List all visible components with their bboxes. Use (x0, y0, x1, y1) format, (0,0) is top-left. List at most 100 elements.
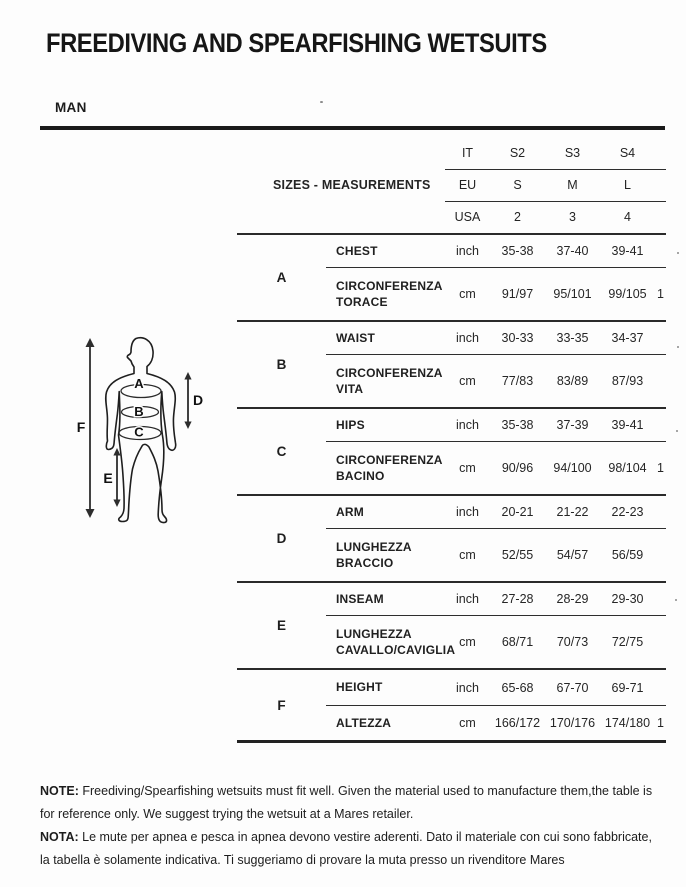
value-cell: 95/101 (545, 267, 600, 320)
section-label-man: MAN (55, 100, 87, 115)
value-cell: 77/83 (490, 354, 545, 407)
measurement-label-it: ALTEZZA (326, 705, 445, 740)
measurement-label-en: HEIGHT (336, 680, 383, 695)
table-header: SIZES - MEASUREMENTS IT S2 S3 S4 EU S M … (237, 137, 666, 233)
unit-label: cm (445, 267, 490, 320)
unit-label: inch (456, 418, 479, 432)
value-cell: 37-40 (556, 244, 589, 258)
note-it-prefix: NOTA: (40, 830, 79, 844)
note-it-body: Le mute per apnea e pesca in apnea devon… (40, 830, 652, 867)
hips-ellipse (118, 425, 162, 441)
value-cell: 28-29 (556, 592, 589, 606)
figure-label-inseam: E (103, 470, 112, 486)
height-arrowhead-bottom (85, 509, 95, 518)
value-cell: 170/176 (545, 705, 600, 740)
note-en-prefix: NOTE: (40, 784, 79, 798)
size-cell: S2 (509, 146, 526, 160)
measurement-label-it: CIRCONFERENZA TORACE (326, 267, 445, 320)
region-label: USA (454, 210, 481, 224)
clipped-value-cell (655, 322, 666, 354)
size-cell: S (513, 178, 522, 192)
unit-label: inch (456, 505, 479, 519)
size-header-row-usa: USA 2 3 4 (445, 201, 666, 233)
table-bottom-rule (237, 740, 666, 743)
unit-label: inch (456, 680, 479, 695)
value-cell: 174/180 (600, 705, 655, 740)
row-letter: C (276, 444, 287, 459)
clipped-value-cell (655, 670, 666, 705)
value-cell: 72/75 (600, 615, 655, 668)
value-cell: 91/97 (490, 267, 545, 320)
scan-speck (320, 101, 323, 103)
arm-arrowhead-bottom (184, 421, 192, 429)
measurement-label-en: CHEST (336, 243, 378, 258)
size-cell-clipped (655, 137, 666, 169)
row-letter: B (276, 357, 287, 372)
clipped-value-cell (655, 528, 666, 581)
size-cell-clipped (655, 201, 666, 233)
scan-speck (677, 252, 679, 254)
body-measurement-figure: A B C D E F (70, 333, 210, 533)
scan-speck (675, 599, 677, 601)
value-cell: 166/172 (490, 705, 545, 740)
measurement-label-en: WAIST (336, 330, 375, 345)
clipped-value-cell (655, 409, 666, 441)
size-header-row-it: IT S2 S3 S4 (445, 137, 666, 170)
value-cell: 98/104 (600, 441, 655, 494)
size-cell-clipped (655, 169, 666, 201)
table-row-group-height: F HEIGHT inch 65-68 67-70 69-71 ALTEZZA … (237, 668, 666, 740)
size-cell: 4 (624, 210, 631, 224)
value-cell: 99/105 (600, 267, 655, 320)
value-cell: 94/100 (545, 441, 600, 494)
clipped-value-cell: 1 (655, 267, 666, 320)
waist-ellipse (120, 405, 160, 419)
size-cell: S4 (619, 146, 636, 160)
size-cell: M (567, 178, 578, 192)
size-cell: 2 (514, 210, 521, 224)
note-en: NOTE: Freediving/Spearfishing wetsuits m… (40, 780, 660, 826)
clipped-value-cell: 1 (655, 441, 666, 494)
value-cell: 29-30 (611, 592, 644, 606)
value-cell: 68/71 (490, 615, 545, 668)
inseam-arrowhead-top (113, 448, 121, 456)
height-arrowhead-top (85, 338, 95, 347)
unit-label: cm (445, 441, 490, 494)
row-letter: D (276, 531, 287, 546)
measurement-label-it: LUNGHEZZA BRACCIO (326, 528, 445, 581)
value-cell: 56/59 (600, 528, 655, 581)
scan-speck (677, 346, 679, 348)
table-row-group-chest: A CHEST inch 35-38 37-40 39-41 CIRCONFER… (237, 233, 666, 320)
region-label: EU (458, 178, 477, 192)
table-row-group-hips: C HIPS inch 35-38 37-39 39-41 CIRCONFERE… (237, 407, 666, 494)
clipped-value-cell (655, 235, 666, 267)
section-divider-rule (40, 126, 665, 130)
value-cell: 52/55 (490, 528, 545, 581)
sizes-measurements-label: SIZES - MEASUREMENTS (273, 178, 431, 192)
unit-label: cm (445, 615, 490, 668)
value-cell: 35-38 (501, 244, 534, 258)
table-row-group-arm: D ARM inch 20-21 21-22 22-23 LUNGHEZZA B… (237, 494, 666, 581)
value-cell: 27-28 (501, 592, 534, 606)
value-cell: 83/89 (545, 354, 600, 407)
value-cell: 33-35 (556, 331, 589, 345)
figure-label-waist: B (134, 404, 143, 419)
body-figure-svg: A B C D E F (75, 337, 205, 524)
measurement-label-en: ARM (336, 504, 364, 519)
value-cell: 21-22 (556, 505, 589, 519)
figure-label-arm: D (193, 392, 203, 408)
body-outline (104, 337, 177, 524)
row-letter: F (277, 697, 286, 713)
measurement-label-it: LUNGHEZZA CAVALLO/CAVIGLIA (326, 615, 455, 668)
unit-label: cm (445, 354, 490, 407)
value-cell: 37-39 (556, 418, 589, 432)
value-cell: 65-68 (501, 680, 534, 695)
row-letter: E (276, 618, 286, 633)
table-row-group-waist: B WAIST inch 30-33 33-35 34-37 CIRCONFER… (237, 320, 666, 407)
size-cell: 3 (569, 210, 576, 224)
value-cell: 20-21 (501, 505, 534, 519)
measurement-label-it: CIRCONFERENZA VITA (326, 354, 445, 407)
value-cell: 39-41 (611, 418, 644, 432)
unit-label: inch (456, 331, 479, 345)
footnotes: NOTE: Freediving/Spearfishing wetsuits m… (40, 780, 660, 872)
clipped-value-cell (655, 496, 666, 528)
